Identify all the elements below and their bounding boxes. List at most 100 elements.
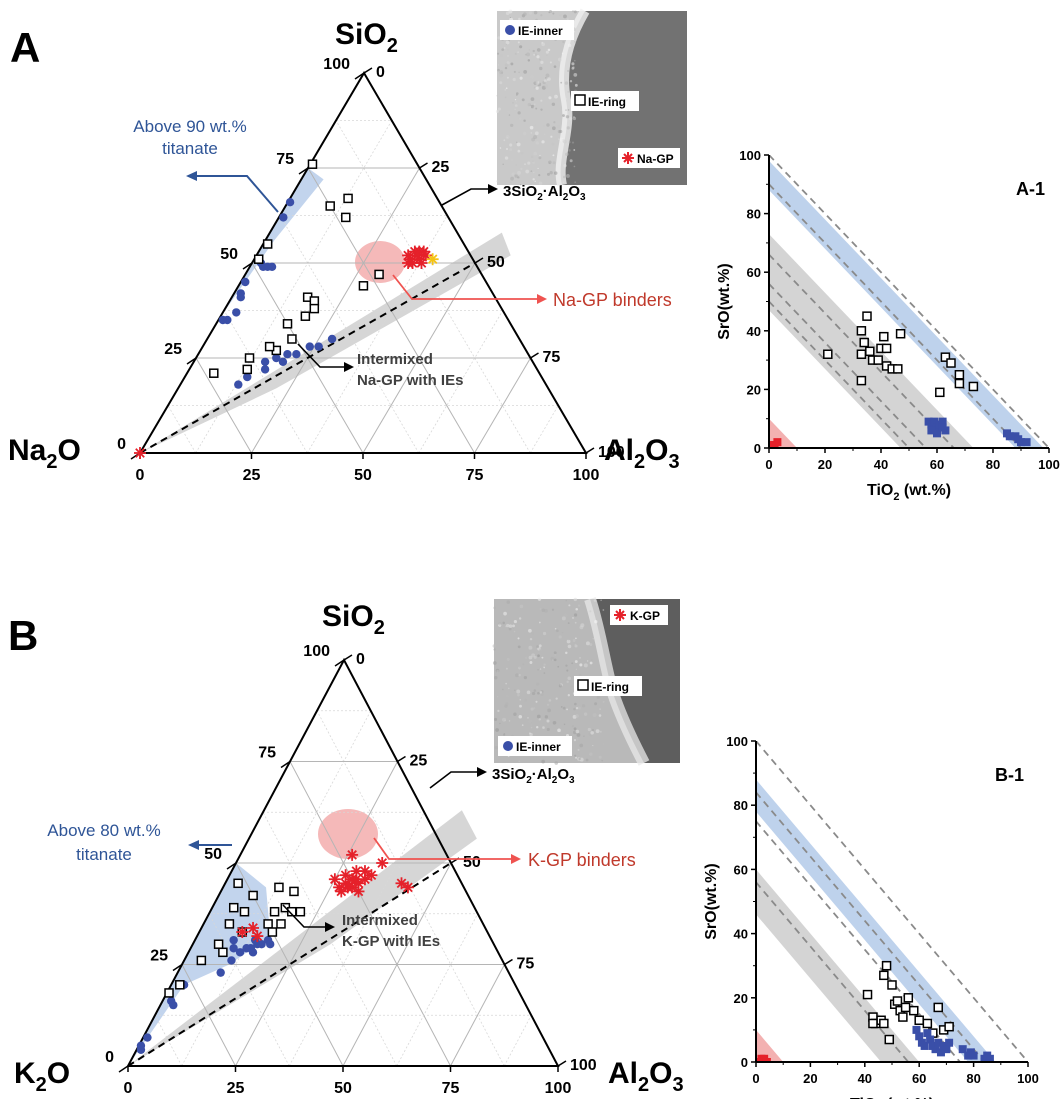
sem-grain [528, 645, 533, 650]
sem-grain [571, 725, 574, 728]
binders-label-b: K-GP binders [528, 850, 636, 870]
sem-grain [505, 87, 508, 90]
sem-grain [505, 694, 509, 698]
inset-b-inner-marker [503, 741, 513, 751]
stoich-arrow-b [429, 771, 479, 789]
titanate-annotation-line1: Above 90 wt.% [133, 117, 246, 136]
sem-grain [573, 59, 576, 62]
sem-grain [499, 147, 502, 149]
sem-grain [562, 181, 565, 184]
point-ie-ring [944, 1021, 954, 1032]
sem-grain [508, 687, 510, 690]
x-tick-label: 0 [765, 457, 772, 472]
inset-b-label-inner-box [498, 736, 572, 756]
sem-grain [576, 733, 581, 737]
point-ie-ring [900, 1002, 911, 1013]
ternary-b-points [136, 848, 414, 1054]
tick-sio2 [118, 1065, 129, 1073]
sem-grain [594, 620, 598, 624]
sem-grain [524, 656, 528, 659]
x-tick-label: 20 [818, 457, 832, 472]
tick-label-sio2: 50 [220, 246, 238, 263]
sem-grain [505, 667, 508, 670]
tick-base [474, 257, 484, 264]
point-ie-inner [983, 1051, 992, 1060]
point-ie-ring [276, 919, 286, 929]
point-ie-ring [873, 355, 883, 365]
tick-label-al2o3: 50 [334, 1080, 352, 1097]
point-ie-ring [309, 296, 320, 306]
point-ie-ring [823, 349, 833, 359]
point-ie-ring [903, 993, 914, 1003]
sem-grain [510, 123, 514, 128]
point-ie-ring [164, 988, 174, 998]
point-ie-inner [1017, 438, 1025, 447]
sem-grain [506, 61, 510, 65]
point-ie-inner [938, 417, 947, 426]
sem-grain [568, 149, 571, 152]
point-ie-ring [914, 1015, 924, 1026]
sem-grain [565, 651, 568, 655]
tick-label-al2o3: 50 [354, 467, 372, 484]
sem-grain [579, 663, 583, 667]
sem-grain [567, 694, 570, 697]
sem-grain [519, 604, 524, 609]
sem-grain [530, 132, 533, 134]
sem-grain [543, 672, 546, 674]
sem-grain [514, 52, 517, 55]
sem-grain [516, 94, 518, 96]
sem-grain [493, 606, 497, 610]
point-ie-ring [879, 1018, 889, 1029]
intermixed-label-line1: Intermixed [357, 351, 433, 368]
point-ie-inner [938, 423, 947, 432]
sem-grain [528, 719, 532, 723]
sem-grain [514, 99, 517, 101]
sem-grain [546, 79, 549, 81]
point-ie-inner [305, 342, 314, 351]
sem-grain [532, 49, 535, 53]
sem-grain [505, 40, 510, 45]
sem-grain [494, 676, 498, 680]
sem-grain [585, 641, 590, 646]
sem-grain [578, 757, 581, 761]
tick-sio2 [242, 262, 253, 270]
sem-grain [496, 696, 499, 698]
sem-grain [565, 152, 569, 156]
sem-grain [505, 11, 510, 16]
point-ie-inner [266, 940, 275, 949]
binder-glow [318, 809, 378, 859]
sem-grain [571, 10, 575, 13]
tick-label-al2o3: 100 [573, 467, 600, 484]
ternary-b-reference-line [127, 862, 452, 1067]
grid-line-al2o3 [503, 1015, 532, 1067]
inset-a-label-gp-box [618, 148, 680, 168]
sem-grain [559, 129, 563, 134]
sem-grain [570, 685, 574, 688]
sem-grain [496, 95, 498, 97]
sem-grain [564, 97, 567, 101]
point-ie-ring [868, 1018, 878, 1029]
sem-grain [502, 717, 507, 722]
sem-grain [506, 657, 510, 661]
tick-label-sio2: 75 [276, 151, 294, 168]
sem-inset-a: IE-inner IE-ring Na-GP [495, 8, 687, 187]
point-ie-inner [314, 342, 323, 351]
sem-grain [551, 608, 555, 611]
sem-grain [542, 631, 547, 636]
grid-line-base [223, 310, 308, 454]
ternary-a-reference-line [139, 262, 476, 454]
point-ie-ring [862, 311, 872, 321]
sem-grain [504, 704, 508, 708]
sem-grain [530, 74, 535, 79]
sem-grain [589, 610, 592, 613]
sem-grain [545, 73, 550, 78]
intermixed-arrowhead-b [325, 922, 335, 932]
point-na-gp [415, 257, 428, 269]
sem-grain [546, 727, 550, 732]
stoich-label-b: 3SiO2·Al2O3 [492, 766, 575, 786]
point-ie-ring [954, 370, 965, 380]
point-ie-inner [267, 262, 277, 271]
point-ie-ring [879, 970, 889, 981]
point-ie-ring [175, 980, 185, 990]
point-na-gp-highlight [426, 253, 439, 266]
